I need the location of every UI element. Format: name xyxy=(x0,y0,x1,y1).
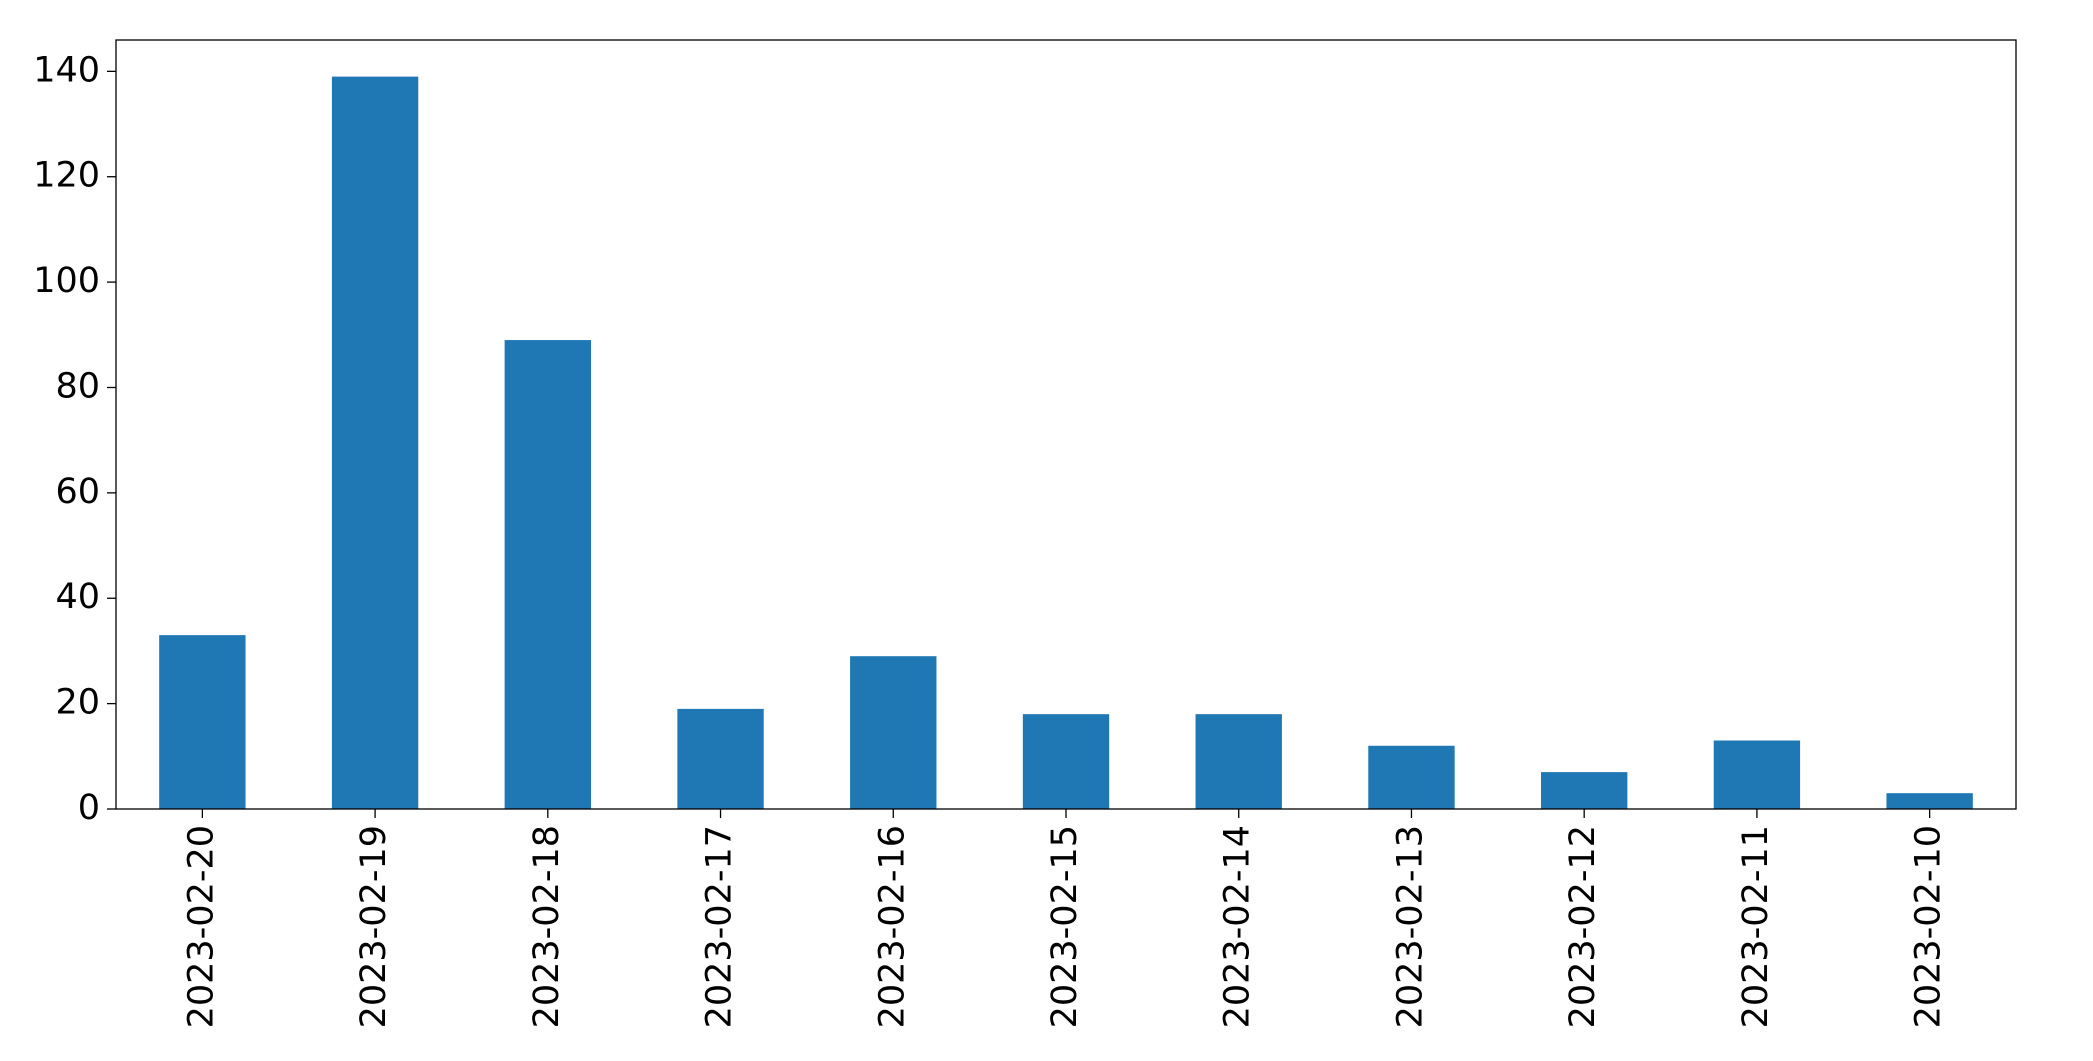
bar xyxy=(1886,793,1973,809)
x-tick-label: 2023-02-10 xyxy=(1909,825,1949,1028)
x-tick-label: 2023-02-17 xyxy=(700,825,740,1028)
x-tick-label: 2023-02-12 xyxy=(1563,825,1603,1028)
x-tick-label: 2023-02-19 xyxy=(354,825,394,1028)
x-tick-label: 2023-02-18 xyxy=(527,825,567,1028)
bar xyxy=(677,708,764,809)
y-tick-label: 0 xyxy=(78,788,100,828)
y-tick-label: 20 xyxy=(55,683,100,723)
x-tick-label: 2023-02-14 xyxy=(1218,825,1258,1028)
bar xyxy=(1022,714,1110,809)
bar xyxy=(159,635,246,809)
bar xyxy=(1713,740,1801,809)
y-tick-label: 100 xyxy=(33,261,100,301)
y-tick-label: 40 xyxy=(55,577,100,617)
bar xyxy=(331,76,419,810)
y-tick-label: 140 xyxy=(33,50,100,90)
y-tick-label: 60 xyxy=(55,472,100,512)
y-tick-label: 80 xyxy=(55,366,100,406)
x-tick-label: 2023-02-20 xyxy=(181,825,221,1028)
x-tick-label: 2023-02-13 xyxy=(1390,825,1430,1028)
y-tick-label: 120 xyxy=(33,156,100,196)
bar xyxy=(1195,714,1282,809)
bar xyxy=(1541,772,1628,809)
bar xyxy=(1368,745,1455,809)
x-tick-label: 2023-02-16 xyxy=(872,825,912,1028)
plot-frame xyxy=(115,39,2017,810)
x-tick-label: 2023-02-15 xyxy=(1045,825,1085,1028)
x-tick-label: 2023-02-11 xyxy=(1736,825,1776,1028)
bar xyxy=(850,656,937,809)
bar xyxy=(504,340,591,809)
